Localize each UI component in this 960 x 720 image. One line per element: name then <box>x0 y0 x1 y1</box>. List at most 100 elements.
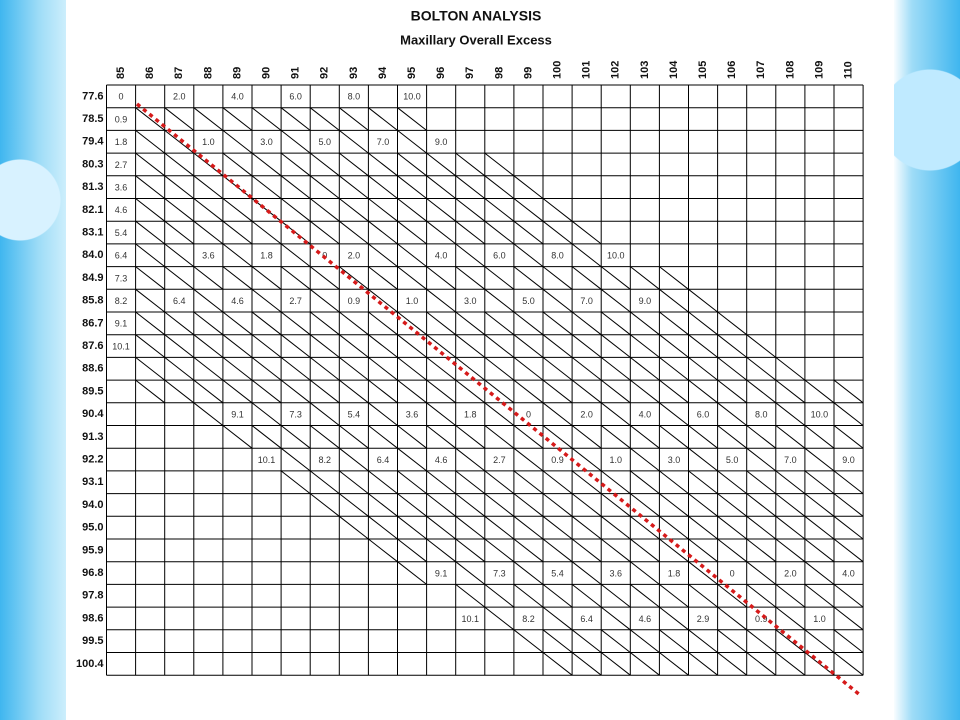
cell-value: 8.0 <box>551 251 564 261</box>
cell-diagonal <box>629 515 660 540</box>
cell-diagonal <box>368 288 398 313</box>
column-header: 105 <box>697 61 709 79</box>
cell-value: 0 <box>526 410 531 420</box>
cell-value: 1.0 <box>813 614 826 624</box>
cell-diagonal <box>193 220 224 245</box>
column-header: 103 <box>639 61 651 79</box>
cell-diagonal <box>222 152 253 177</box>
cell-diagonal <box>688 538 718 563</box>
cell-diagonal <box>309 175 340 199</box>
cell-diagonal <box>804 584 835 608</box>
column-header: 110 <box>842 61 854 79</box>
row-header: 79.4 <box>82 136 104 148</box>
cell-diagonal <box>193 357 224 381</box>
cell-diagonal <box>397 515 427 540</box>
cell-diagonal <box>513 629 544 653</box>
cell-diagonal <box>659 311 689 336</box>
cell-diagonal <box>600 311 631 336</box>
cell-diagonal <box>717 425 748 449</box>
cell-value: 2.0 <box>348 251 361 261</box>
cell-value: 6.0 <box>697 410 710 420</box>
cell-diagonal <box>484 220 515 245</box>
cell-diagonal <box>600 538 631 563</box>
cell-diagonal <box>629 584 660 608</box>
cell-diagonal <box>833 425 864 449</box>
cell-diagonal <box>542 288 573 313</box>
cell-diagonal <box>571 584 602 608</box>
cell-diagonal <box>775 379 806 404</box>
cell-diagonal <box>542 402 573 426</box>
row-header: 100.4 <box>76 658 104 670</box>
cell-diagonal <box>426 379 457 404</box>
cell-diagonal <box>280 152 311 177</box>
cell-diagonal <box>833 629 864 653</box>
cell-value: 5.0 <box>318 137 331 147</box>
cell-diagonal <box>717 515 748 540</box>
cell-value: 1.0 <box>609 455 622 465</box>
cell-diagonal <box>338 470 369 494</box>
cell-diagonal <box>513 493 544 517</box>
cell-diagonal <box>542 584 573 608</box>
cell-diagonal <box>309 152 340 177</box>
cell-diagonal <box>804 538 835 563</box>
cell-diagonal <box>629 470 660 494</box>
cell-diagonal <box>309 402 340 426</box>
cell-diagonal <box>746 447 777 472</box>
cell-diagonal <box>600 493 631 517</box>
cell-diagonal <box>309 334 340 358</box>
cell-diagonal <box>717 357 748 381</box>
cell-value: 2.0 <box>784 568 797 578</box>
cell-diagonal <box>659 606 689 631</box>
cell-diagonal <box>368 266 398 290</box>
cell-diagonal <box>600 379 631 404</box>
cell-diagonal <box>309 493 340 517</box>
cell-diagonal <box>280 447 311 472</box>
cell-value: 6.4 <box>580 614 593 624</box>
cell-diagonal <box>280 357 311 381</box>
row-header: 82.1 <box>82 204 103 216</box>
cell-value: 0.9 <box>348 296 361 306</box>
cell-diagonal <box>513 311 544 336</box>
cell-value: 5.4 <box>551 568 564 578</box>
cell-diagonal <box>746 334 777 358</box>
cell-diagonal <box>542 334 573 358</box>
cell-diagonal <box>193 334 224 358</box>
row-header: 86.7 <box>82 317 103 329</box>
cell-diagonal <box>600 606 631 631</box>
cell-diagonal <box>309 107 340 131</box>
cell-diagonal <box>397 152 427 177</box>
cell-diagonal <box>222 130 253 154</box>
cell-diagonal <box>251 266 282 290</box>
cell-diagonal <box>688 425 718 449</box>
cell-diagonal <box>309 425 340 449</box>
cell-diagonal <box>833 538 864 563</box>
cell-diagonal <box>135 334 166 358</box>
cell-value: 3.6 <box>115 183 128 193</box>
column-header: 108 <box>784 61 796 79</box>
cell-diagonal <box>688 493 718 517</box>
cell-diagonal <box>164 266 195 290</box>
cell-diagonal <box>688 629 718 653</box>
cell-diagonal <box>251 402 282 426</box>
cell-diagonal <box>368 425 398 449</box>
cell-diagonal <box>775 584 806 608</box>
cell-diagonal <box>484 357 515 381</box>
cell-value: 2.0 <box>580 410 593 420</box>
cell-diagonal <box>135 130 166 154</box>
row-header: 91.3 <box>82 431 103 443</box>
cell-diagonal <box>833 606 864 631</box>
cell-diagonal <box>659 493 689 517</box>
cell-value: 7.3 <box>115 273 128 283</box>
cell-diagonal <box>338 493 369 517</box>
cell-diagonal <box>659 470 689 494</box>
cell-value: 4.6 <box>231 296 244 306</box>
cell-diagonal <box>484 470 515 494</box>
cell-diagonal <box>426 493 457 517</box>
cell-diagonal <box>629 538 660 563</box>
row-header: 81.3 <box>82 181 103 193</box>
cell-diagonal <box>222 334 253 358</box>
cell-diagonal <box>309 288 340 313</box>
cell-diagonal <box>251 288 282 313</box>
cell-diagonal <box>513 334 544 358</box>
cell-diagonal <box>542 629 573 653</box>
